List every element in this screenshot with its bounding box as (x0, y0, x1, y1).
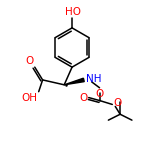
Text: NH: NH (86, 74, 101, 84)
Text: O: O (113, 98, 122, 108)
Text: HO: HO (65, 7, 81, 17)
Text: O: O (80, 93, 88, 103)
Polygon shape (64, 78, 84, 85)
Text: O: O (95, 89, 104, 99)
Text: OH: OH (22, 93, 38, 103)
Text: O: O (26, 56, 34, 66)
